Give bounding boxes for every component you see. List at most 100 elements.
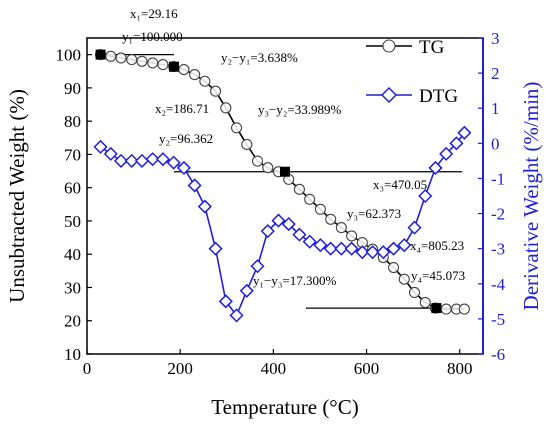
- x-axis-label: Temperature (°C): [211, 395, 358, 419]
- dtg-point: [386, 241, 401, 256]
- tg-point: [408, 286, 421, 299]
- dtg-point: [334, 241, 349, 256]
- dtg-point: [439, 146, 454, 161]
- legend-label: TG: [419, 37, 445, 58]
- y-right-tick-label: -5: [491, 310, 505, 329]
- dtg-point: [166, 155, 181, 170]
- tg-point: [210, 85, 222, 97]
- tg-point: [304, 193, 316, 205]
- tg-point: [230, 122, 243, 134]
- dtg-point: [134, 153, 150, 168]
- dtg-point: [103, 146, 118, 161]
- key-point-marker: [431, 303, 442, 314]
- tg-point: [105, 50, 117, 62]
- annotation-y2: y₂=96.362: [159, 131, 213, 146]
- dtg-point: [208, 241, 223, 256]
- dtg-point: [344, 241, 359, 256]
- annotation-x4: x₄=805.23: [410, 238, 464, 253]
- dtg-point: [197, 199, 212, 214]
- annotation-y1y3: y₁−y₃=17.300%: [253, 273, 336, 288]
- dtg-point: [365, 245, 380, 260]
- key-point-marker: [168, 61, 179, 72]
- y-left-tick-label: 70: [64, 145, 81, 164]
- annotation-y2y1: y₂−y₁=3.638%: [221, 50, 298, 65]
- tg-point: [398, 273, 410, 285]
- y-right-tick-label: 3: [491, 29, 500, 48]
- dtg-point: [260, 224, 275, 239]
- y-left-tick-label: 100: [56, 46, 82, 65]
- annotation-x1: x₁=29.16: [130, 6, 178, 21]
- y-left-tick-label: 90: [64, 79, 81, 98]
- y-left-tick-label: 50: [64, 212, 81, 231]
- dtg-point: [281, 217, 296, 232]
- x-tick-label: 0: [83, 359, 92, 378]
- key-point-marker: [280, 166, 290, 177]
- tg-point: [335, 222, 347, 234]
- y-left-tick-label: 60: [64, 179, 81, 198]
- y-right-axis-label: Derivative Weight (%/min): [519, 82, 543, 311]
- annotation-y1: y₁=100.000: [122, 29, 183, 44]
- tg-point: [419, 296, 431, 308]
- y-left-tick-label: 30: [64, 278, 81, 297]
- x-tick-label: 800: [447, 359, 473, 378]
- annotation-y4: y₄=45.073: [411, 268, 465, 283]
- dtg-point: [113, 153, 129, 168]
- legend-dtg-marker: [380, 86, 398, 104]
- tg-point: [293, 183, 305, 195]
- key-point-marker: [95, 49, 106, 60]
- dtg-point: [155, 152, 170, 167]
- tg-point: [115, 52, 127, 64]
- tg-point: [178, 64, 190, 76]
- tg-point: [388, 261, 400, 274]
- tg-point: [262, 162, 274, 174]
- tg-point: [126, 54, 138, 66]
- x-tick-label: 600: [354, 359, 380, 378]
- dtg-point: [292, 227, 307, 242]
- dtg-point: [124, 153, 139, 168]
- tg-point: [157, 59, 169, 71]
- tg-point: [251, 155, 264, 167]
- tg-point: [346, 230, 358, 242]
- tg-point: [440, 303, 452, 315]
- dtg-point: [376, 245, 391, 260]
- y-left-axis-label: Unsubtracted Weight (%): [5, 89, 29, 303]
- y-left-tick-label: 10: [64, 345, 81, 364]
- x-tick-label: 200: [167, 359, 193, 378]
- dtg-point: [313, 238, 328, 253]
- tg-point: [458, 303, 470, 315]
- y-right-tick-label: -4: [491, 275, 506, 294]
- y-left-tick-label: 20: [64, 312, 81, 331]
- tg-point: [325, 213, 337, 225]
- x-tick-label: 400: [261, 359, 287, 378]
- annotation-x3: x₃=470.05: [373, 177, 427, 192]
- y-left-tick-label: 80: [64, 112, 81, 131]
- dtg-point: [355, 245, 370, 260]
- dtg-point: [229, 308, 244, 323]
- y-right-tick-label: -6: [491, 345, 505, 364]
- y-right-tick-label: 2: [491, 64, 500, 83]
- y-right-tick-label: 0: [491, 134, 500, 153]
- dtg-point: [323, 241, 338, 256]
- y-right-tick-label: -1: [491, 169, 505, 188]
- dtg-point: [218, 294, 233, 309]
- dtg-point: [407, 220, 422, 235]
- tg-point: [189, 69, 201, 81]
- dtg-point: [187, 178, 202, 193]
- legend-tg-marker: [382, 39, 396, 53]
- dtg-point: [250, 259, 265, 274]
- y-right-tick-label: -3: [491, 240, 505, 259]
- tg-point: [136, 55, 148, 67]
- dtg-point: [93, 139, 108, 154]
- dtg-point: [176, 160, 191, 175]
- annotation-y3y2: y₃−y₂=33.989%: [258, 102, 341, 117]
- y-right-tick-label: 1: [491, 99, 500, 118]
- dtg-point: [271, 213, 286, 228]
- dtg-point: [449, 136, 464, 151]
- dtg-point: [145, 152, 160, 167]
- dtg-point: [397, 238, 412, 253]
- y-right-tick-label: -2: [491, 205, 505, 224]
- tg-point: [199, 75, 211, 87]
- annotation-y3: y₃=62.373: [347, 206, 401, 221]
- tg-point: [220, 102, 232, 114]
- dtg-point: [302, 234, 317, 249]
